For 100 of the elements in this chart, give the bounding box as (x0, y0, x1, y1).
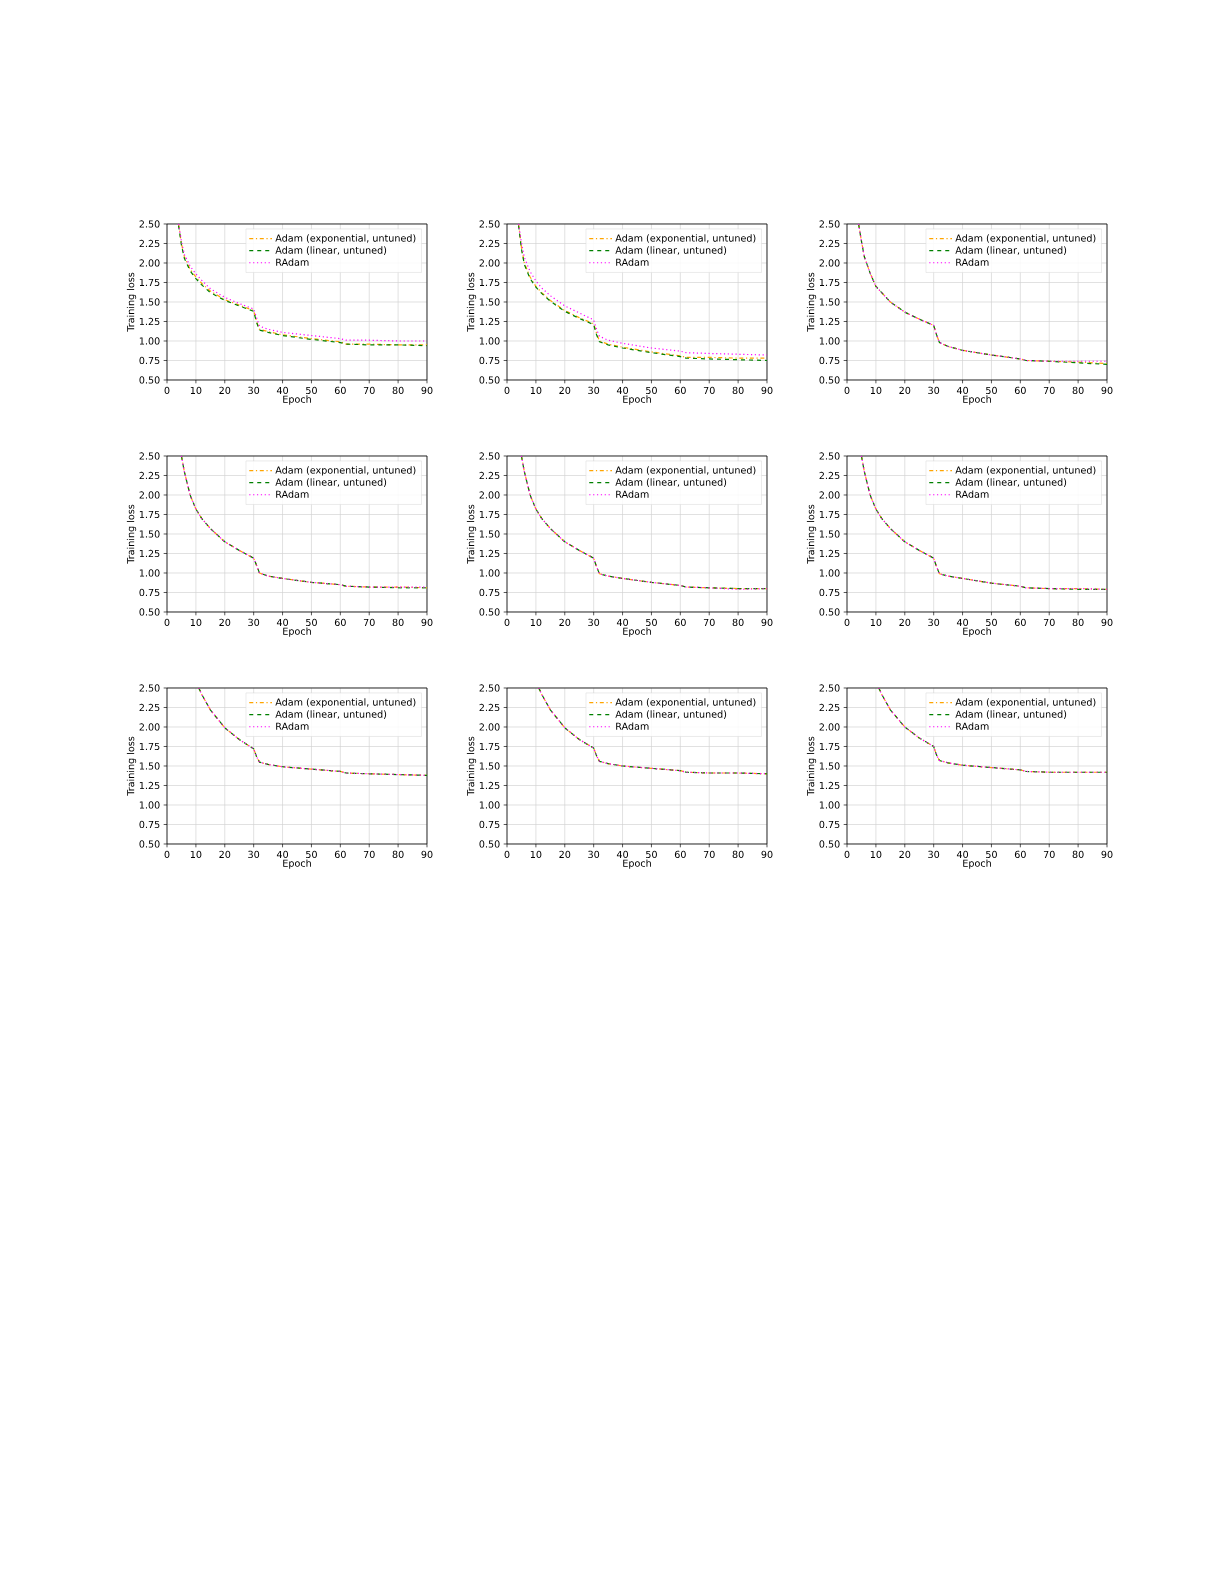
y-tick-label: 2.25 (139, 239, 160, 248)
y-tick-label: 1.00 (139, 569, 160, 577)
y-tick-label: 1.50 (819, 762, 840, 770)
x-tick-label: 10 (190, 618, 202, 627)
x-tick-label: 90 (421, 386, 433, 395)
x-tick-label: 50 (646, 618, 657, 627)
x-tick-label: 70 (1043, 386, 1055, 395)
y-tick-label: 0.50 (479, 376, 500, 384)
x-tick-label: 50 (306, 850, 317, 859)
x-tick-label: 30 (588, 386, 600, 395)
x-tick-label: 10 (870, 386, 882, 395)
y-tick-label: 2.25 (479, 239, 500, 248)
legend-label: Adam (exponential, untuned) (275, 698, 416, 708)
x-tick-label: 30 (248, 386, 260, 395)
y-tick-label: 0.50 (819, 608, 840, 616)
x-tick-label: 30 (928, 850, 940, 859)
x-tick-label: 40 (616, 850, 629, 859)
y-tick-label: 2.00 (819, 259, 840, 267)
x-tick-label: 20 (559, 386, 571, 395)
y-axis-title: Training loss (806, 736, 817, 796)
x-tick-label: 40 (276, 386, 289, 395)
x-tick-label: 80 (732, 386, 744, 395)
x-tick-label: 0 (164, 618, 170, 627)
x-tick-label: 50 (986, 386, 997, 395)
x-tick-label: 20 (219, 618, 231, 627)
y-tick-label: 0.75 (479, 820, 500, 829)
y-tick-label: 1.00 (479, 337, 500, 345)
y-axis-title: Training loss (806, 504, 817, 564)
x-tick-label: 0 (844, 386, 850, 395)
legend-label: Adam (linear, untuned) (615, 478, 727, 487)
y-tick-label: 2.50 (479, 220, 500, 228)
x-tick-label: 80 (1072, 386, 1084, 395)
y-tick-label: 2.00 (479, 723, 500, 731)
legend-label: Adam (exponential, untuned) (615, 234, 756, 244)
y-tick-label: 1.50 (479, 530, 500, 538)
y-tick-label: 1.25 (479, 549, 500, 558)
y-tick-label: 0.75 (139, 588, 160, 597)
x-tick-label: 70 (363, 386, 375, 395)
y-axis-title: Training loss (466, 272, 477, 332)
x-axis-title: Epoch (283, 859, 311, 869)
legend-label: Adam (linear, untuned) (955, 710, 1067, 719)
x-tick-label: 60 (334, 618, 346, 627)
x-tick-label: 80 (392, 618, 404, 627)
y-tick-label: 0.75 (819, 356, 840, 365)
y-tick-label: 1.75 (139, 510, 160, 519)
legend-label: RAdam (956, 722, 989, 730)
x-tick-label: 60 (1014, 386, 1026, 395)
legend-label: Adam (exponential, untuned) (275, 466, 416, 476)
x-tick-label: 60 (334, 386, 346, 395)
x-tick-label: 90 (421, 850, 433, 859)
x-tick-label: 80 (1072, 850, 1084, 859)
y-tick-label: 1.25 (139, 781, 160, 790)
x-tick-label: 40 (276, 850, 289, 859)
y-tick-label: 1.25 (479, 781, 500, 790)
x-tick-label: 20 (899, 386, 911, 395)
x-tick-label: 80 (392, 850, 404, 859)
y-tick-label: 0.75 (819, 820, 840, 829)
line-series (198, 687, 427, 776)
x-tick-label: 70 (703, 618, 715, 627)
legend-label: RAdam (956, 258, 989, 266)
x-tick-label: 90 (761, 850, 773, 859)
x-tick-label: 0 (164, 850, 170, 859)
y-axis-title: Training loss (126, 736, 137, 796)
x-tick-label: 90 (761, 386, 773, 395)
legend-label: RAdam (956, 490, 989, 498)
legend-label: RAdam (276, 722, 309, 730)
y-tick-label: 1.75 (139, 742, 160, 751)
y-tick-label: 0.75 (139, 356, 160, 365)
legend-label: Adam (linear, untuned) (275, 710, 387, 719)
x-tick-label: 70 (703, 850, 715, 859)
y-tick-label: 2.25 (139, 703, 160, 712)
y-tick-label: 2.50 (479, 684, 500, 692)
x-tick-label: 0 (844, 850, 850, 859)
x-axis-title: Epoch (963, 859, 991, 869)
y-tick-label: 2.00 (819, 723, 840, 731)
y-tick-label: 1.25 (139, 317, 160, 326)
x-tick-label: 80 (732, 618, 744, 627)
y-tick-label: 1.00 (479, 569, 500, 577)
y-tick-label: 1.25 (139, 549, 160, 558)
x-tick-label: 70 (363, 618, 375, 627)
x-tick-label: 50 (306, 618, 317, 627)
y-tick-label: 2.50 (819, 452, 840, 460)
x-tick-label: 60 (674, 386, 686, 395)
x-tick-label: 50 (646, 850, 657, 859)
y-tick-label: 2.50 (139, 220, 160, 228)
y-tick-label: 1.50 (139, 530, 160, 538)
x-tick-label: 10 (530, 850, 542, 859)
y-tick-label: 1.75 (819, 742, 840, 751)
x-tick-label: 40 (956, 386, 969, 395)
legend-label: Adam (exponential, untuned) (615, 698, 756, 708)
x-tick-label: 0 (844, 618, 850, 627)
legend-label: Adam (linear, untuned) (955, 246, 1067, 255)
line-series (538, 687, 767, 775)
x-tick-label: 90 (1101, 386, 1113, 395)
y-tick-label: 1.00 (819, 337, 840, 345)
y-tick-label: 0.75 (139, 820, 160, 829)
x-tick-label: 40 (616, 618, 629, 627)
legend-label: Adam (linear, untuned) (275, 478, 387, 487)
x-tick-label: 70 (363, 850, 375, 859)
x-tick-label: 80 (732, 850, 744, 859)
